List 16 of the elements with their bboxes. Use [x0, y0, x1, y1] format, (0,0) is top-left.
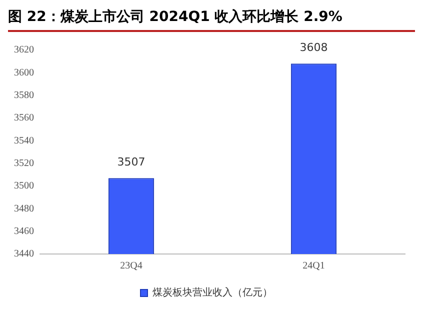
y-tick-label: 3460: [14, 226, 34, 237]
y-tick-label: 3440: [14, 248, 34, 260]
y-tick-label: 3520: [14, 158, 34, 169]
y-tick-label: 3620: [14, 44, 34, 56]
y-tick-label: 3600: [14, 67, 34, 78]
y-tick-label: 3540: [14, 135, 34, 146]
y-tick-label: 3560: [14, 112, 34, 124]
y-tick-label: 3480: [14, 203, 34, 214]
x-tick-label: 24Q1: [302, 260, 325, 272]
y-tick-label: 3580: [14, 90, 34, 101]
x-tick-label: 23Q4: [120, 260, 142, 272]
chart-title: 图 22：煤炭上市公司 2024Q1 收入环比增长 2.9%: [8, 8, 415, 32]
y-tick-label: 3500: [14, 180, 34, 192]
legend-label: 煤炭板块营业收入（亿元）: [152, 286, 272, 299]
data-label: 3608: [300, 40, 328, 54]
data-label: 3507: [117, 155, 146, 168]
